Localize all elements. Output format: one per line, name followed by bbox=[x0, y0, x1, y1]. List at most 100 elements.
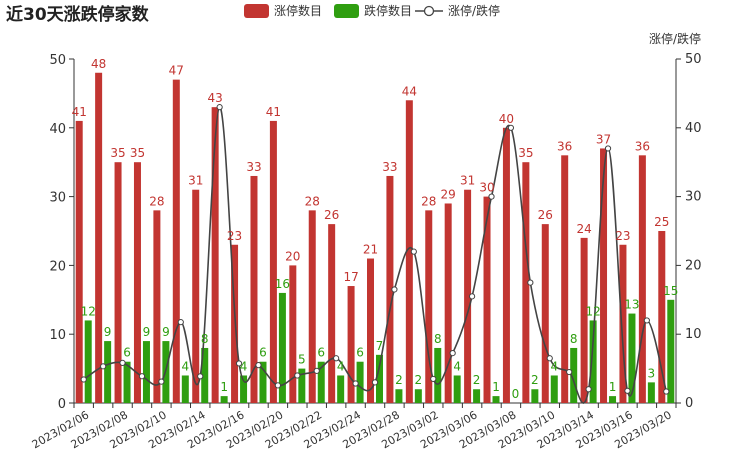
up-bar bbox=[483, 196, 491, 403]
down-bar bbox=[356, 361, 364, 403]
up-bar-value-label: 25 bbox=[654, 215, 669, 229]
ratio-point bbox=[663, 388, 670, 395]
ratio-point bbox=[119, 359, 126, 366]
left-y-tick-label: 50 bbox=[49, 53, 66, 68]
down-bar bbox=[492, 396, 500, 403]
ratio-point bbox=[507, 124, 515, 131]
down-bar-value-label: 1 bbox=[492, 380, 500, 394]
up-bar bbox=[95, 72, 103, 403]
down-bar-value-label: 15 bbox=[663, 284, 678, 298]
down-bar bbox=[647, 382, 655, 403]
bar-series bbox=[75, 72, 675, 404]
ratio-point bbox=[158, 378, 165, 385]
right-axis-name: 涨停/跌停 bbox=[649, 31, 701, 46]
left-y-tick-label: 40 bbox=[49, 122, 66, 137]
ratio-point bbox=[371, 379, 379, 386]
down-bar bbox=[337, 375, 345, 403]
up-bar bbox=[289, 265, 297, 403]
up-bar-value-label: 35 bbox=[110, 146, 125, 160]
down-bar bbox=[531, 389, 539, 403]
up-bar bbox=[425, 210, 433, 403]
right-y-tick-label: 20 bbox=[685, 258, 702, 273]
down-bar bbox=[628, 313, 636, 403]
down-bar bbox=[414, 389, 422, 403]
ratio-point bbox=[138, 373, 146, 380]
down-bar-value-label: 6 bbox=[317, 346, 325, 360]
down-bar bbox=[550, 375, 558, 403]
ratio-point bbox=[624, 387, 631, 394]
up-bar-value-label: 26 bbox=[538, 208, 553, 222]
down-bar bbox=[201, 347, 209, 403]
up-bar bbox=[269, 120, 277, 404]
down-bar-value-label: 12 bbox=[81, 304, 96, 318]
ratio-point bbox=[449, 350, 456, 357]
down-bar bbox=[278, 292, 286, 403]
ratio-point bbox=[604, 145, 612, 152]
down-bar bbox=[434, 347, 442, 403]
up-bar-value-label: 28 bbox=[149, 194, 164, 208]
up-bar bbox=[347, 286, 355, 403]
down-bar-value-label: 2 bbox=[415, 373, 423, 387]
ratio-point bbox=[313, 367, 320, 374]
up-bar-value-label: 31 bbox=[188, 174, 203, 188]
ratio-point bbox=[546, 355, 553, 362]
up-bar bbox=[561, 155, 569, 403]
ratio-point bbox=[177, 319, 184, 326]
up-bar-value-label: 40 bbox=[499, 112, 514, 126]
down-bar bbox=[609, 396, 617, 403]
up-bar-value-label: 23 bbox=[227, 229, 242, 243]
up-bar bbox=[308, 210, 316, 403]
ratio-line-series bbox=[80, 104, 670, 404]
legend-label: 涨停数目 bbox=[274, 3, 322, 18]
up-bar-value-label: 29 bbox=[441, 187, 456, 201]
up-bar-value-label: 26 bbox=[324, 208, 339, 222]
up-bar bbox=[192, 189, 200, 403]
up-bar-value-label: 33 bbox=[382, 160, 397, 174]
down-bar-value-label: 1 bbox=[220, 380, 228, 394]
down-bar bbox=[181, 375, 189, 403]
up-bar bbox=[231, 244, 239, 403]
up-bar-value-label: 36 bbox=[635, 139, 650, 153]
chart-title: 近30天涨跌停家数 bbox=[6, 4, 150, 25]
down-bar-value-label: 13 bbox=[624, 298, 639, 312]
left-y-tick-label: 30 bbox=[49, 191, 66, 206]
down-bar-value-label: 4 bbox=[181, 359, 189, 373]
down-bar-value-label: 6 bbox=[123, 346, 131, 360]
down-bar bbox=[317, 361, 325, 403]
down-bar-value-label: 4 bbox=[453, 359, 461, 373]
left-y-tick-label: 10 bbox=[49, 328, 66, 343]
down-bar-value-label: 5 bbox=[298, 353, 306, 367]
down-bar bbox=[240, 375, 248, 403]
down-bar bbox=[667, 299, 675, 403]
down-bar-value-label: 3 bbox=[648, 366, 656, 380]
right-y-tick-label: 10 bbox=[685, 327, 702, 342]
ratio-point bbox=[255, 362, 262, 369]
up-bar bbox=[328, 224, 336, 403]
down-bar-value-label: 7 bbox=[376, 339, 384, 353]
down-bar-value-label: 6 bbox=[356, 346, 364, 360]
ratio-point bbox=[566, 368, 573, 376]
down-bar-value-label: 9 bbox=[143, 325, 151, 339]
ratio-point bbox=[352, 380, 359, 387]
down-bar-value-label: 2 bbox=[395, 373, 403, 387]
up-bar bbox=[114, 162, 122, 403]
up-bar bbox=[619, 244, 627, 403]
up-bar bbox=[522, 162, 530, 403]
up-bar-value-label: 35 bbox=[130, 146, 145, 160]
legend-circle-icon bbox=[423, 5, 435, 17]
up-bar bbox=[444, 203, 452, 403]
up-bar-value-label: 36 bbox=[557, 139, 572, 153]
down-bar bbox=[84, 320, 92, 403]
down-bar bbox=[395, 389, 403, 403]
up-bar-value-label: 48 bbox=[91, 57, 106, 71]
ratio-point bbox=[410, 248, 417, 255]
down-bar-value-label: 9 bbox=[162, 325, 170, 339]
up-bar bbox=[133, 162, 141, 403]
ratio-point bbox=[391, 286, 398, 293]
down-bar-value-label: 8 bbox=[434, 332, 442, 346]
up-bar bbox=[600, 148, 608, 403]
ratio-point bbox=[197, 373, 204, 380]
down-bar-value-label: 0 bbox=[512, 387, 520, 401]
left-y-tick-label: 20 bbox=[49, 259, 66, 274]
down-bar-value-label: 4 bbox=[550, 359, 558, 373]
